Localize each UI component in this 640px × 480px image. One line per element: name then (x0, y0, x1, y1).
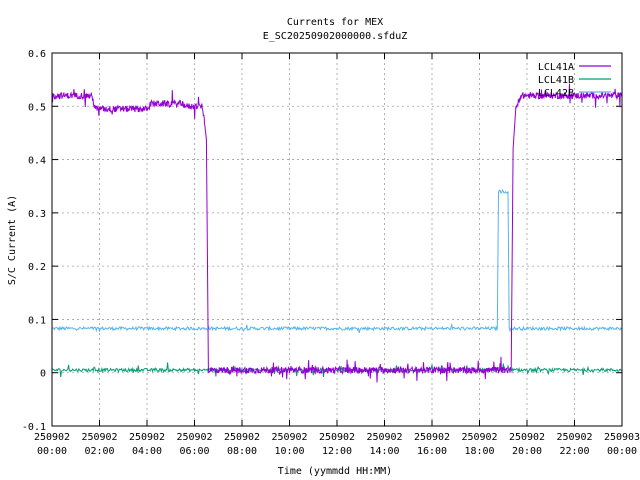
x-tick-date-label: 250902 (224, 432, 260, 443)
x-tick-date-label: 250902 (461, 432, 497, 443)
series-line-lcl41b (51, 362, 623, 378)
x-tick-time-label: 10:00 (274, 446, 304, 457)
x-tick-date-label: 250902 (556, 432, 592, 443)
legend-label: LCL42B (538, 88, 574, 99)
plot-frame (51, 52, 623, 427)
x-tick-date-label: 250903 (604, 432, 640, 443)
x-tick-date-label: 250902 (129, 432, 165, 443)
y-tick-label: 0.4 (28, 156, 46, 167)
x-tick-date-label: 250902 (271, 432, 307, 443)
x-tick-time-label: 04:00 (132, 446, 162, 457)
chart-subtitle: E_SC20250902000000.sfduZ (263, 31, 408, 42)
x-tick-date-label: 250902 (509, 432, 545, 443)
series-group (51, 83, 623, 383)
x-tick-time-label: 22:00 (559, 446, 589, 457)
legend-label: LCL41B (538, 75, 574, 86)
x-tick-date-label: 250902 (414, 432, 450, 443)
x-tick-time-label: 12:00 (322, 446, 352, 457)
y-tick-label: 0.2 (28, 262, 46, 273)
y-tick-label: 0.5 (28, 102, 46, 113)
x-tick-time-label: 00:00 (37, 446, 67, 457)
y-tick-label: 0 (40, 369, 46, 380)
series-line-lcl41a (51, 83, 623, 383)
y-axis-label: S/C Current (A) (7, 195, 18, 285)
x-tick-date-label: 250902 (319, 432, 355, 443)
x-tick-time-label: 16:00 (417, 446, 447, 457)
x-tick-time-label: 08:00 (227, 446, 257, 457)
x-tick-date-label: 250902 (176, 432, 212, 443)
x-axis-label: Time (yymmdd HH:MM) (278, 466, 392, 477)
x-tick-date-label: 250902 (366, 432, 402, 443)
axis-ticks: -0.1 0 0.1 0.2 0.3 0.4 0.5 0.6 250902 00:00 250902… (22, 49, 640, 457)
y-tick-label: 0.3 (28, 209, 46, 220)
y-tick-label: -0.1 (22, 422, 46, 433)
x-tick-time-label: 02:00 (84, 446, 114, 457)
x-tick-date-label: 250902 (34, 432, 70, 443)
x-tick-date-label: 250902 (81, 432, 117, 443)
y-tick-label: 0.1 (28, 315, 46, 326)
x-tick-time-label: 06:00 (179, 446, 209, 457)
series-line-lcl42b (51, 188, 623, 334)
legend-label: LCL41A (538, 62, 574, 73)
legend: LCL41A LCL41B LCL42B (538, 62, 611, 99)
x-tick-time-label: 18:00 (464, 446, 494, 457)
chart-title: Currents for MEX (287, 17, 383, 28)
x-tick-time-label: 00:00 (607, 446, 637, 457)
x-tick-time-label: 14:00 (369, 446, 399, 457)
y-tick-label: 0.6 (28, 49, 46, 60)
x-tick-time-label: 20:00 (512, 446, 542, 457)
